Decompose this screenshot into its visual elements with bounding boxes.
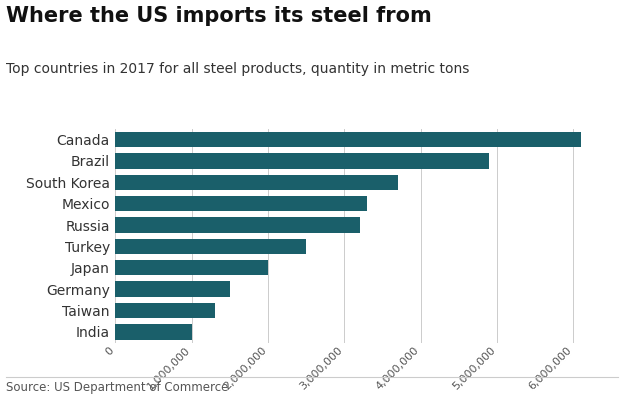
- Text: B: B: [544, 377, 553, 391]
- Bar: [115, 132, 581, 147]
- Text: Where the US imports its steel from: Where the US imports its steel from: [6, 6, 432, 26]
- Bar: [115, 153, 489, 169]
- Text: Source: US Department of Commerce: Source: US Department of Commerce: [6, 381, 228, 394]
- Bar: [115, 260, 268, 276]
- Text: B: B: [588, 377, 598, 391]
- Bar: [115, 281, 230, 297]
- Text: Top countries in 2017 for all steel products, quantity in metric tons: Top countries in 2017 for all steel prod…: [6, 62, 470, 77]
- Bar: [115, 239, 306, 254]
- Bar: [115, 303, 215, 318]
- Bar: [115, 174, 398, 190]
- Bar: [115, 196, 368, 212]
- Bar: [115, 324, 192, 340]
- Bar: [115, 217, 359, 233]
